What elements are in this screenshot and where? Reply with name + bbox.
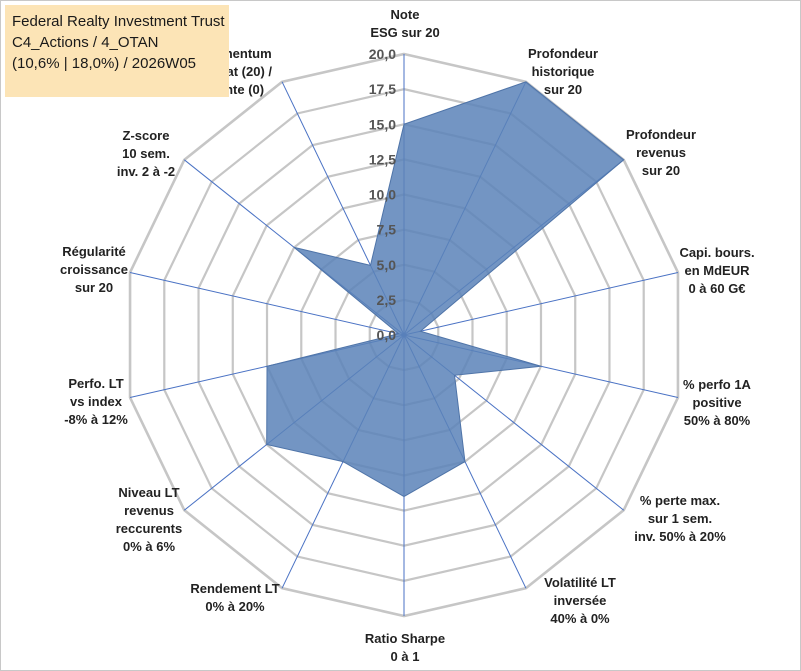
axis-label-line: Profondeur xyxy=(626,127,696,142)
axis-label-line: sur 1 sem. xyxy=(648,511,712,526)
axis-label: % perte max. sur 1 sem. inv. 50% à 20% xyxy=(634,493,726,544)
axis-label-line: inv. 2 à -2 xyxy=(117,164,175,179)
axis-label-line: Ratio Sharpe xyxy=(365,631,445,646)
axis-label-line: revenus xyxy=(636,145,686,160)
tick-label: 7,5 xyxy=(377,222,397,238)
axis-label-line: Perfo. LT xyxy=(68,376,123,391)
axis-label: Régularité croissance sur 20 xyxy=(60,244,128,295)
axis-label-line: 40% à 0% xyxy=(550,611,610,626)
axis-label-line: sur 20 xyxy=(642,163,680,178)
axis-label: Profondeur historique sur 20 xyxy=(528,46,598,97)
axis-label-line: % perte max. xyxy=(640,493,720,508)
axis-label-line: sur 20 xyxy=(544,82,582,97)
axis-label-line: 0 à 1 xyxy=(391,649,420,664)
axis-label-line: 50% à 80% xyxy=(684,413,751,428)
radial-tick-labels: 0,0 2,5 5,0 7,5 10,0 12,5 15,0 17,5 20,0 xyxy=(369,46,396,343)
axis-label-line: vs index xyxy=(70,394,123,409)
axis-label-line: 0 à 60 G€ xyxy=(688,281,745,296)
tick-label: 2,5 xyxy=(377,292,397,308)
axis-label-line: historique xyxy=(532,64,595,79)
tick-label: 15,0 xyxy=(369,116,396,132)
tick-label: 5,0 xyxy=(377,257,397,273)
axis-label-line: % perfo 1A xyxy=(683,377,752,392)
axis-label-line: positive xyxy=(692,395,741,410)
axis-label: Profondeur revenus sur 20 xyxy=(626,127,696,178)
axis-label: Note ESG sur 20 xyxy=(370,7,439,40)
axis-label-line: Niveau LT xyxy=(118,485,179,500)
axis-label-line: Z-score xyxy=(123,128,170,143)
axis-label: Rendement LT 0% à 20% xyxy=(190,581,279,614)
axis-label-line: 10 sem. xyxy=(122,146,170,161)
axis-spoke xyxy=(403,271,679,336)
axis-label: Niveau LT revenus reccurents 0% à 6% xyxy=(116,485,182,554)
axis-label-line: sur 20 xyxy=(75,280,113,295)
chart-title-line-2: C4_Actions / 4_OTAN xyxy=(12,34,159,51)
chart-title-box: Federal Realty Investment Trust C4_Actio… xyxy=(5,5,229,97)
axis-label: % perfo 1A positive 50% à 80% xyxy=(683,377,752,428)
axis-label-line: revenus xyxy=(124,503,174,518)
axis-label-line: 0% à 6% xyxy=(123,539,175,554)
axis-label-line: inversée xyxy=(554,593,607,608)
chart-title-line-3: (10,6% | 18,0%) / 2026W05 xyxy=(12,55,196,72)
tick-label: 0,0 xyxy=(377,327,397,343)
tick-label: 12,5 xyxy=(369,151,396,167)
series-area xyxy=(266,81,625,498)
radar-series xyxy=(266,81,625,498)
axis-label-line: Note xyxy=(391,7,420,22)
axis-label-line: Rendement LT xyxy=(190,581,279,596)
axis-label-line: reccurents xyxy=(116,521,182,536)
axis-labels: Note ESG sur 20 Profondeur historique sur 20… xyxy=(60,7,755,664)
axis-label-line: -8% à 12% xyxy=(64,412,128,427)
axis-label: Capi. bours. en MdEUR 0 à 60 G€ xyxy=(679,245,754,296)
axis-label-line: Capi. bours. xyxy=(679,245,754,260)
axis-label-line: croissance xyxy=(60,262,128,277)
axis-label: Volatilité LT inversée 40% à 0% xyxy=(544,575,616,626)
axis-label-line: 0% à 20% xyxy=(205,599,265,614)
axis-label-line: ESG sur 20 xyxy=(370,25,439,40)
chart-title-line-1: Federal Realty Investment Trust xyxy=(12,13,225,30)
tick-label: 20,0 xyxy=(369,46,396,62)
tick-label: 10,0 xyxy=(369,187,396,203)
axis-label: Z-score 10 sem. inv. 2 à -2 xyxy=(117,128,175,179)
axis-label-line: Régularité xyxy=(62,244,126,259)
axis-label-line: en MdEUR xyxy=(685,263,751,278)
axis-label-line: inv. 50% à 20% xyxy=(634,529,726,544)
axis-spoke xyxy=(129,271,405,336)
axis-label-line: Profondeur xyxy=(528,46,598,61)
axis-label: Perfo. LT vs index -8% à 12% xyxy=(64,376,128,427)
axis-label: Ratio Sharpe 0 à 1 xyxy=(365,631,445,664)
axis-label-line: Volatilité LT xyxy=(544,575,616,590)
tick-label: 17,5 xyxy=(369,81,396,97)
